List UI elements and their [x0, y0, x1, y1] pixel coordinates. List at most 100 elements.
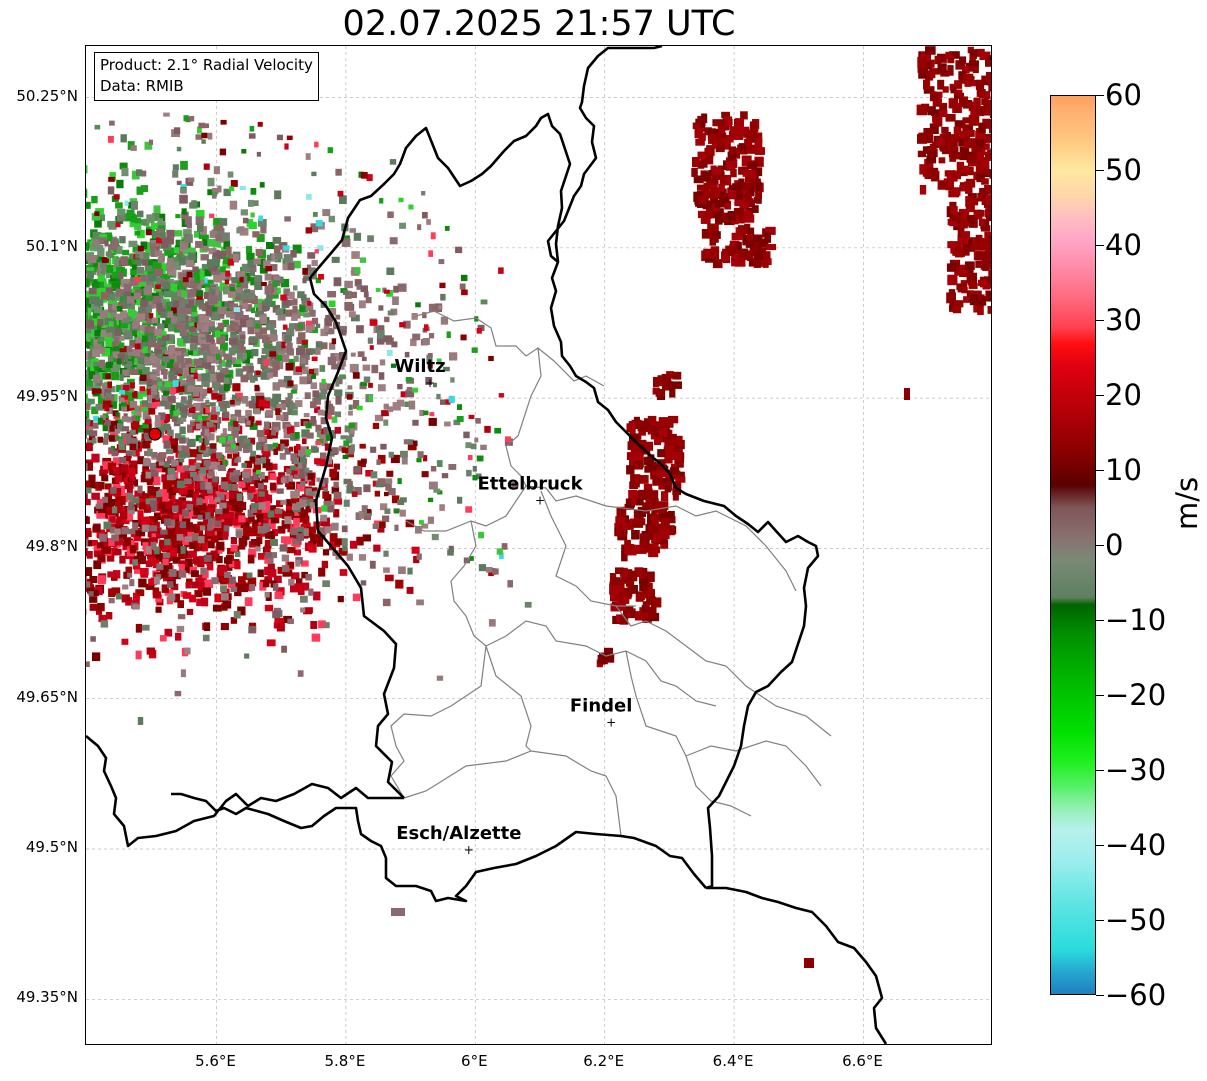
- inbound-echo: [158, 213, 166, 222]
- near-zero-echo: [151, 470, 159, 477]
- storm-cell-echo: [746, 144, 756, 154]
- inbound-echo: [144, 265, 154, 272]
- near-zero-echo: [346, 553, 353, 561]
- scatter-echo: [186, 271, 193, 278]
- near-zero-echo: [167, 268, 177, 276]
- scatter-echo: [105, 373, 111, 380]
- inbound-echo: [112, 346, 120, 354]
- inbound-echo: [86, 307, 92, 316]
- near-zero-echo: [220, 593, 229, 601]
- storm-cell-echo: [672, 492, 679, 501]
- inbound-echo: [93, 361, 100, 368]
- near-zero-echo: [327, 356, 337, 366]
- inbound-echo: [145, 295, 153, 302]
- near-zero-echo: [155, 349, 162, 357]
- scatter-echo: [439, 504, 445, 511]
- inbound-echo: [159, 346, 168, 355]
- near-zero-echo: [234, 551, 241, 558]
- storm-cell-echo: [743, 250, 753, 261]
- inbound-echo: [97, 367, 107, 376]
- storm-cell-echo: [649, 612, 660, 622]
- scatter-echo: [193, 271, 200, 278]
- storm-cell-echo: [701, 229, 713, 239]
- outbound-echo: [320, 483, 328, 491]
- near-zero-echo: [122, 584, 129, 590]
- inbound-echo: [131, 311, 141, 321]
- near-zero-echo: [199, 388, 208, 396]
- scatter-echo: [216, 353, 221, 360]
- inbound-echo: [223, 286, 232, 295]
- scatter-echo: [328, 329, 335, 335]
- near-zero-echo: [154, 546, 160, 555]
- outbound-echo: [421, 471, 429, 478]
- scatter-echo: [350, 270, 356, 275]
- storm-cell-echo: [930, 68, 941, 75]
- inbound-echo: [130, 268, 137, 275]
- storm-cell-echo: [694, 127, 704, 139]
- near-zero-echo: [262, 304, 269, 312]
- outbound-echo: [293, 549, 301, 556]
- scatter-echo: [97, 436, 104, 443]
- near-zero-echo: [331, 522, 339, 531]
- outbound-echo: [93, 560, 102, 570]
- inbound-echo: [88, 367, 95, 376]
- near-zero-echo: [348, 291, 357, 299]
- map-area[interactable]: + Wiltz + Ettelbruck + Findel + Esch/Alzette: [85, 45, 992, 1045]
- scatter-echo: [292, 306, 298, 313]
- storm-cell-echo: [948, 51, 960, 59]
- inbound-echo: [250, 277, 257, 286]
- storm-cell-echo: [719, 176, 729, 186]
- scatter-echo: [149, 356, 157, 364]
- storm-cell-echo: [956, 161, 965, 173]
- near-zero-echo: [246, 292, 255, 301]
- scatter-echo: [180, 362, 186, 368]
- near-zero-echo: [234, 409, 242, 417]
- storm-cell-echo: [962, 124, 969, 131]
- outbound-echo: [244, 460, 253, 468]
- near-zero-echo: [326, 383, 335, 391]
- scatter-echo: [141, 400, 149, 408]
- storm-cell-echo: [746, 234, 753, 241]
- scatter-echo: [444, 421, 451, 427]
- outbound-echo: [261, 506, 271, 513]
- outbound-echo: [230, 544, 238, 552]
- storm-cell-echo: [969, 60, 979, 67]
- outbound-echo: [130, 420, 140, 429]
- outbound-echo: [294, 583, 303, 590]
- outbound-echo: [333, 509, 340, 518]
- scatter-echo: [346, 394, 353, 400]
- scatter-echo: [423, 455, 428, 462]
- outbound-echo: [97, 603, 105, 612]
- inbound-echo: [137, 424, 146, 433]
- near-zero-echo: [92, 374, 101, 383]
- near-zero-echo: [142, 411, 150, 420]
- scatter-echo: [151, 384, 157, 392]
- storm-cell-echo: [727, 211, 736, 222]
- inbound-echo: [129, 253, 137, 262]
- near-zero-echo: [111, 238, 119, 247]
- near-zero-echo: [287, 618, 294, 625]
- near-zero-echo: [147, 334, 157, 342]
- scatter-echo: [499, 552, 504, 560]
- inbound-echo: [205, 279, 214, 288]
- outbound-echo: [276, 622, 285, 632]
- outbound-echo: [303, 515, 310, 524]
- outbound-echo: [189, 542, 196, 549]
- scatter-echo: [246, 420, 251, 426]
- outbound-echo: [221, 477, 228, 486]
- storm-cell-echo: [726, 135, 734, 143]
- outbound-echo: [102, 461, 112, 470]
- scatter-echo: [431, 533, 439, 541]
- scatter-echo: [249, 125, 255, 132]
- inbound-echo: [183, 229, 192, 237]
- scatter-echo: [356, 405, 363, 411]
- scatter-echo: [406, 387, 413, 392]
- scatter-echo: [235, 401, 241, 406]
- scatter-echo: [258, 215, 264, 222]
- near-zero-echo: [199, 313, 207, 323]
- scatter-echo: [167, 258, 174, 265]
- outbound-echo: [146, 647, 155, 655]
- outbound-echo: [180, 472, 188, 482]
- storm-cell-echo: [627, 441, 634, 451]
- storm-cell-echo: [744, 174, 753, 183]
